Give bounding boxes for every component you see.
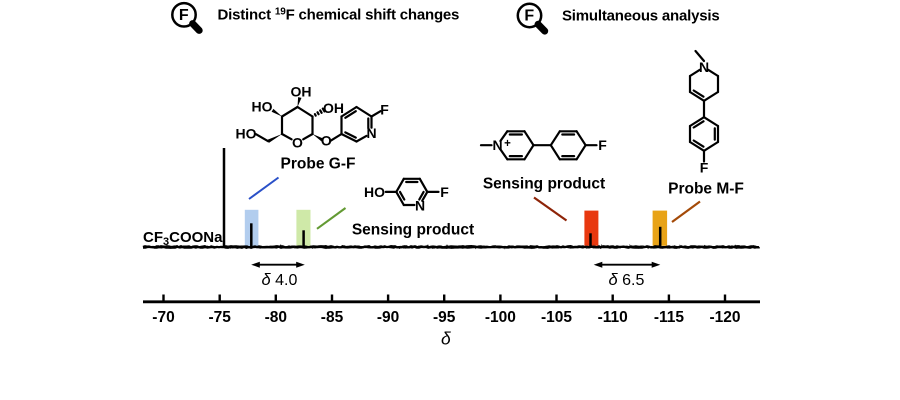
svg-text:HO: HO — [364, 184, 385, 200]
svg-text:HO: HO — [252, 99, 273, 115]
svg-text:F: F — [440, 184, 449, 200]
svg-text:-115: -115 — [654, 309, 685, 326]
svg-text:+: + — [504, 138, 511, 150]
svg-text:F: F — [700, 160, 709, 176]
svg-text:F: F — [179, 7, 189, 24]
svg-text:-120: -120 — [709, 309, 740, 326]
svg-text:HO: HO — [236, 126, 257, 142]
svg-text:Sensing product: Sensing product — [352, 222, 474, 239]
svg-text:-90: -90 — [377, 309, 399, 326]
svg-text:CF3COONa: CF3COONa — [143, 229, 223, 248]
svg-text:-105: -105 — [541, 309, 572, 326]
svg-text:N: N — [492, 137, 502, 153]
svg-text:-70: -70 — [152, 309, 174, 326]
svg-text:-75: -75 — [208, 309, 231, 326]
svg-text:OH: OH — [323, 100, 344, 116]
svg-text:Probe M-F: Probe M-F — [668, 181, 744, 198]
svg-text:Sensing product: Sensing product — [483, 176, 605, 193]
svg-text:N: N — [699, 59, 709, 75]
svg-text:Simultaneous analysis: Simultaneous analysis — [562, 8, 720, 25]
svg-text:F: F — [524, 8, 534, 25]
svg-text:δ 4.0: δ 4.0 — [262, 271, 298, 289]
svg-text:-85: -85 — [321, 309, 344, 326]
svg-text:-100: -100 — [485, 309, 516, 326]
svg-text:-80: -80 — [265, 309, 287, 326]
svg-text:N: N — [366, 125, 376, 141]
svg-text:δ: δ — [441, 329, 451, 349]
svg-text:O: O — [321, 133, 332, 149]
svg-text:Distinct 19F chemical shift ch: Distinct 19F chemical shift changes — [218, 7, 460, 24]
svg-text:O: O — [292, 135, 303, 151]
svg-text:-95: -95 — [433, 309, 456, 326]
svg-text:-110: -110 — [598, 309, 628, 326]
svg-text:δ 6.5: δ 6.5 — [609, 271, 645, 289]
svg-text:F: F — [380, 102, 389, 118]
svg-text:F: F — [598, 137, 607, 153]
svg-text:N: N — [415, 198, 425, 214]
svg-text:OH: OH — [291, 84, 312, 100]
svg-text:Probe G-F: Probe G-F — [281, 156, 356, 173]
